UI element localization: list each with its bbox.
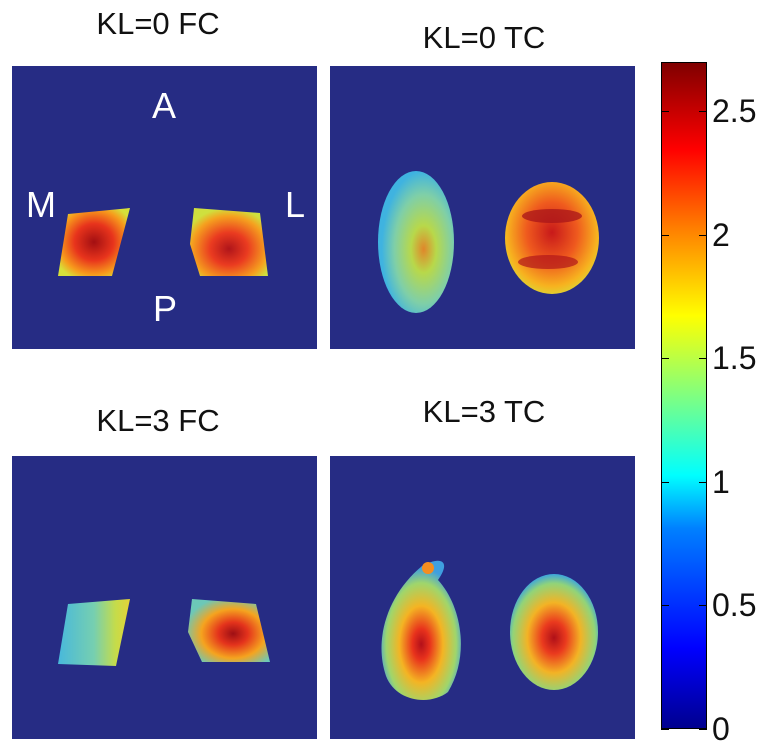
- heatmap-panel-kl0-fc: A P M L: [12, 66, 317, 349]
- orientation-lateral: L: [284, 184, 306, 225]
- colorbar-tick-right: [699, 111, 707, 113]
- femoral-cartilage-lateral: [188, 599, 270, 662]
- colorbar-tick-label: 2.5: [712, 93, 757, 130]
- tibial-cartilage-medial: [381, 560, 461, 700]
- femoral-cartilage-medial: [58, 599, 130, 666]
- heatmap-panel-kl3-fc: [12, 456, 317, 739]
- orientation-anterior: A: [151, 85, 177, 126]
- colorbar-tick-left: [661, 111, 669, 113]
- colorbar-tick-label: 0: [712, 711, 730, 747]
- panel-title-kl3-tc: KL=3 TC: [422, 394, 546, 429]
- colorbar-tick-right: [699, 729, 707, 730]
- heatmap-kl0-fc-svg: [58, 208, 268, 276]
- colorbar: [661, 62, 707, 730]
- orientation-medial: M: [26, 184, 56, 225]
- panel-title-kl3-fc: KL=3 FC: [96, 403, 220, 438]
- tibial-cartilage-medial: [378, 171, 454, 313]
- colorbar-tick-label: 2: [712, 216, 730, 253]
- panel-title-kl0-fc: KL=0 FC: [96, 6, 220, 41]
- tibial-cartilage-lateral: [505, 182, 599, 294]
- femoral-cartilage-medial: [58, 208, 130, 276]
- femoral-cartilage-lateral: [190, 208, 268, 276]
- colorbar-tick-right: [699, 605, 707, 607]
- colorbar-gradient: [662, 63, 706, 728]
- colorbar-tick-right: [699, 358, 707, 360]
- panel-title-kl0-tc: KL=0 TC: [422, 20, 546, 55]
- colorbar-tick-left: [661, 234, 669, 236]
- heatmap-kl3-fc-svg: [58, 599, 270, 666]
- heatmap-kl0-tc-svg: [378, 171, 599, 313]
- colorbar-tick-left: [661, 358, 669, 360]
- orientation-posterior: P: [152, 288, 178, 329]
- colorbar-tick-label: 0.5: [712, 587, 757, 624]
- colorbar-tick-left: [661, 729, 669, 730]
- colorbar-tick-left: [661, 605, 669, 607]
- colorbar-tick-right: [699, 234, 707, 236]
- tibial-cartilage-lateral: [510, 574, 598, 690]
- colorbar-tick-label: 1.5: [712, 340, 757, 377]
- colorbar-tick-left: [661, 481, 669, 483]
- colorbar-tick-right: [699, 481, 707, 483]
- heatmap-panel-kl3-tc: [330, 456, 635, 739]
- colorbar-tick-label: 1: [712, 463, 730, 500]
- heatmap-panel-kl0-tc: [330, 66, 635, 349]
- heatmap-kl3-tc-svg: [381, 560, 598, 700]
